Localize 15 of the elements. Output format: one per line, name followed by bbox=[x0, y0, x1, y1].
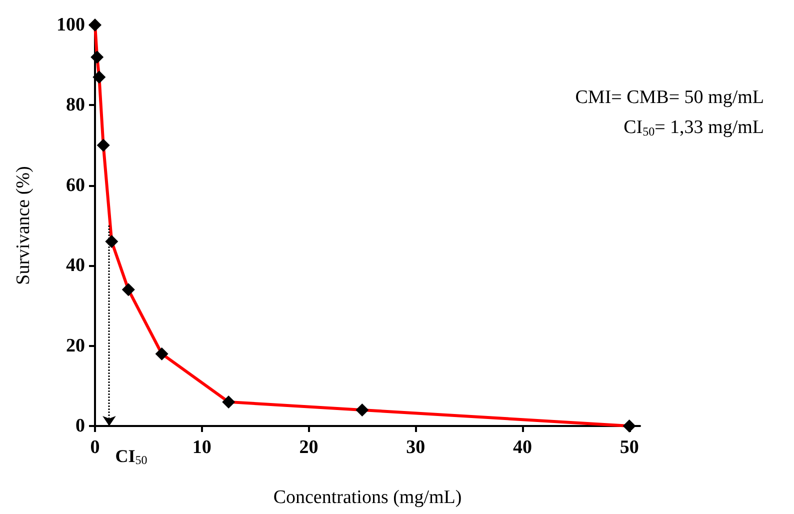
x-axis-title: Concentrations (mg/mL) bbox=[273, 487, 462, 508]
annotation: CMI= CMB= 50 mg/mL bbox=[575, 87, 764, 108]
x-tick-label: 10 bbox=[192, 437, 212, 458]
y-tick-label: 100 bbox=[56, 14, 85, 36]
y-tick-label: 80 bbox=[66, 94, 85, 116]
x-tick-label: 50 bbox=[620, 437, 639, 458]
x-tick-label: 30 bbox=[406, 437, 426, 458]
y-tick-label: 40 bbox=[66, 255, 85, 276]
y-tick-label: 20 bbox=[66, 335, 85, 356]
y-tick-label: 60 bbox=[66, 174, 85, 196]
y-tick-label: 0 bbox=[76, 416, 85, 436]
x-tick-label: 40 bbox=[512, 437, 532, 458]
x-tick-label: 20 bbox=[299, 437, 318, 458]
y-axis-title: Survivance (%) bbox=[13, 166, 34, 285]
x-tick-label: 0 bbox=[90, 437, 100, 458]
